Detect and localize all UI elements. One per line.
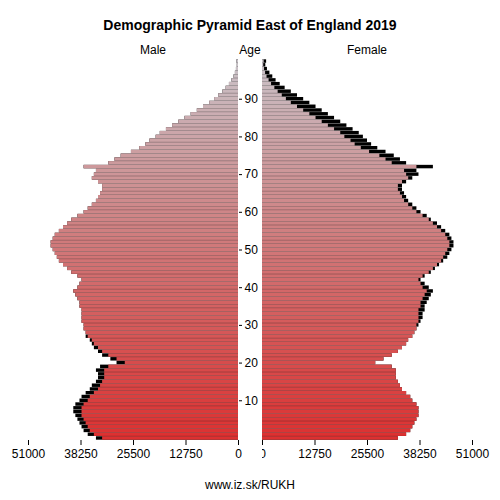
html-text:www.iz.sk/RUKH: www.iz.sk/RUKH [205, 478, 295, 492]
html-text:Male: Male [140, 43, 166, 57]
svg-text:38250: 38250 [403, 447, 437, 461]
svg-text:30: 30 [245, 318, 259, 332]
svg-text:51000: 51000 [456, 447, 490, 461]
svg-text:50: 50 [245, 243, 259, 257]
svg-text:12750: 12750 [298, 447, 332, 461]
svg-text:20: 20 [245, 356, 259, 370]
svg-text:25500: 25500 [117, 447, 151, 461]
svg-text:38250: 38250 [64, 447, 98, 461]
svg-text:25500: 25500 [351, 447, 385, 461]
svg-text:80: 80 [245, 130, 259, 144]
svg-text:60: 60 [245, 205, 259, 219]
svg-text:70: 70 [245, 167, 259, 181]
svg-text:51000: 51000 [12, 447, 46, 461]
svg-text:40: 40 [245, 281, 259, 295]
svg-text:0: 0 [235, 447, 242, 461]
svg-text:10: 10 [245, 394, 259, 408]
html-text:Demographic Pyramid East of En: Demographic Pyramid East of England 2019 [103, 17, 397, 33]
html-text:Age: Age [239, 43, 261, 57]
svg-text:90: 90 [245, 92, 259, 106]
html-text:Female: Female [347, 43, 387, 57]
svg-text:12750: 12750 [169, 447, 203, 461]
svg-text:0: 0 [262, 447, 266, 461]
